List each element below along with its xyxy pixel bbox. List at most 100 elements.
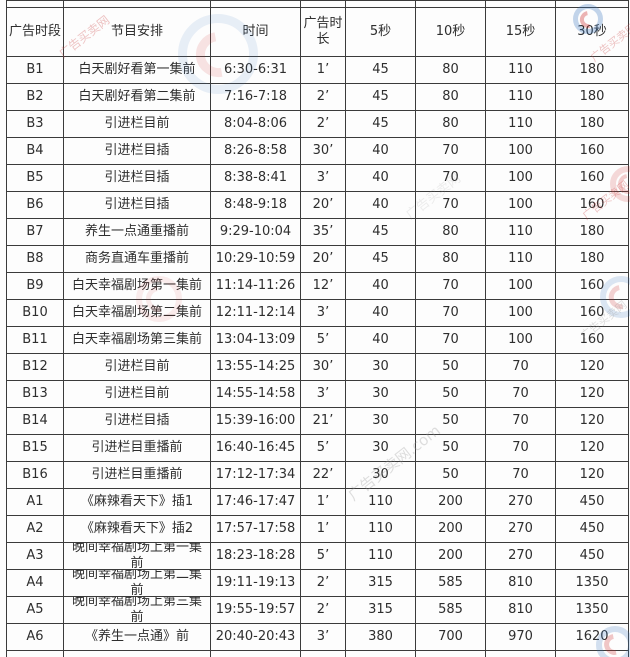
table-cell: 40 <box>346 273 416 300</box>
clipped-cell <box>64 1 211 8</box>
table-cell: 70 <box>416 138 486 165</box>
table-cell: 70 <box>486 435 556 462</box>
table-cell: 13:04-13:09 <box>211 327 301 354</box>
table-cell: 30 <box>346 381 416 408</box>
column-header: 10秒 <box>416 8 486 57</box>
table-cell: 引进栏目前 <box>64 381 211 408</box>
table-cell: 70 <box>416 300 486 327</box>
table-cell: 110 <box>346 543 416 570</box>
table-cell: 80 <box>416 57 486 84</box>
table-cell: 12’ <box>301 273 346 300</box>
table-cell: 30 <box>346 354 416 381</box>
table-cell: 160 <box>556 192 629 219</box>
table-cell: 11:14-11:26 <box>211 273 301 300</box>
table-cell: 810 <box>486 597 556 624</box>
table-cell: 20:40-20:43 <box>211 624 301 651</box>
table-cell: B11 <box>7 327 64 354</box>
table-cell: 110 <box>346 489 416 516</box>
table-cell: 110 <box>486 84 556 111</box>
table-cell: 40 <box>346 138 416 165</box>
table-cell: 5’ <box>301 327 346 354</box>
table-cell: 40 <box>346 300 416 327</box>
table-cell: 315 <box>346 597 416 624</box>
table-cell: 180 <box>556 219 629 246</box>
table-cell: 315 <box>346 570 416 597</box>
table-cell: 100 <box>486 165 556 192</box>
table-cell: 970 <box>486 624 556 651</box>
table-cell: 40 <box>346 327 416 354</box>
table-cell: 40 <box>346 192 416 219</box>
table-cell: 12:11-12:14 <box>211 300 301 327</box>
table-cell: 15:39-16:00 <box>211 408 301 435</box>
table-cell: 50 <box>416 354 486 381</box>
table-cell: B16 <box>7 462 64 489</box>
column-header: 15秒 <box>486 8 556 57</box>
table-cell: 20’ <box>301 246 346 273</box>
table-cell: 19:11-19:13 <box>211 570 301 597</box>
table-cell: 110 <box>486 57 556 84</box>
table-cell: 160 <box>556 327 629 354</box>
clipped-cell <box>211 1 301 8</box>
table-cell: 引进栏目插 <box>64 138 211 165</box>
table-cell: 30’ <box>301 138 346 165</box>
table-cell: 1350 <box>556 570 629 597</box>
table-cell: 30 <box>346 435 416 462</box>
table-cell: 晚间幸福剧场上第三集前 <box>64 597 211 624</box>
table-cell: 17:46-17:47 <box>211 489 301 516</box>
table-cell: 110 <box>486 111 556 138</box>
table-cell: 19:55-19:57 <box>211 597 301 624</box>
table-cell: B8 <box>7 246 64 273</box>
table-cell: B10 <box>7 300 64 327</box>
table-cell: 585 <box>416 570 486 597</box>
table-cell: 2’ <box>301 84 346 111</box>
table-cell: 5’ <box>301 435 346 462</box>
table-cell: 17:57-17:58 <box>211 516 301 543</box>
table-cell: 270 <box>486 516 556 543</box>
table-cell: 白天幸福剧场第二集前 <box>64 300 211 327</box>
table-cell: 30’ <box>301 354 346 381</box>
table-cell: B9 <box>7 273 64 300</box>
table-cell: 晚间幸福剧场上第二集前 <box>64 570 211 597</box>
table-cell: 45 <box>346 57 416 84</box>
table-cell: 《麻辣看天下》插2 <box>64 516 211 543</box>
table-cell: 养生一点通重播前 <box>64 219 211 246</box>
table-cell: 450 <box>556 516 629 543</box>
clipped-cell <box>211 651 301 657</box>
table-cell: 120 <box>556 381 629 408</box>
table-cell: 270 <box>486 489 556 516</box>
table-cell: 450 <box>556 543 629 570</box>
clipped-cell <box>556 1 629 8</box>
table-cell: A1 <box>7 489 64 516</box>
table-cell: 14:55-14:58 <box>211 381 301 408</box>
ad-rate-table: 广告时段 节目安排 时间 广告时长 5秒 10秒 15秒 30秒 B1 白天剧好看第一集前 6:30… <box>6 0 629 657</box>
table-cell: 引进栏目插 <box>64 192 211 219</box>
column-header: 5秒 <box>346 8 416 57</box>
table-cell: 70 <box>486 381 556 408</box>
table-cell: 120 <box>556 354 629 381</box>
table-cell: 160 <box>556 273 629 300</box>
table-cell: 3’ <box>301 624 346 651</box>
table-cell: B7 <box>7 219 64 246</box>
table-cell: 45 <box>346 219 416 246</box>
table-cell: 《养生一点通》前 <box>64 624 211 651</box>
table-cell: 引进栏目重播前 <box>64 462 211 489</box>
clipped-cell <box>7 651 64 657</box>
table-cell: 商务直通车重播前 <box>64 246 211 273</box>
table-cell: 50 <box>416 435 486 462</box>
table-cell: 450 <box>556 489 629 516</box>
table-cell: B5 <box>7 165 64 192</box>
table-cell: 810 <box>486 570 556 597</box>
table-cell: 180 <box>556 84 629 111</box>
clipped-cell <box>416 651 486 657</box>
table-cell: 100 <box>486 273 556 300</box>
table-cell: B2 <box>7 84 64 111</box>
table-cell: 120 <box>556 462 629 489</box>
table-cell: 30 <box>346 462 416 489</box>
table-cell: 70 <box>486 354 556 381</box>
table-cell: 270 <box>486 543 556 570</box>
table-cell: 70 <box>486 462 556 489</box>
column-header: 广告时长 <box>301 8 346 57</box>
clipped-cell <box>346 1 416 8</box>
table-cell: 8:04-8:06 <box>211 111 301 138</box>
table-cell: 700 <box>416 624 486 651</box>
